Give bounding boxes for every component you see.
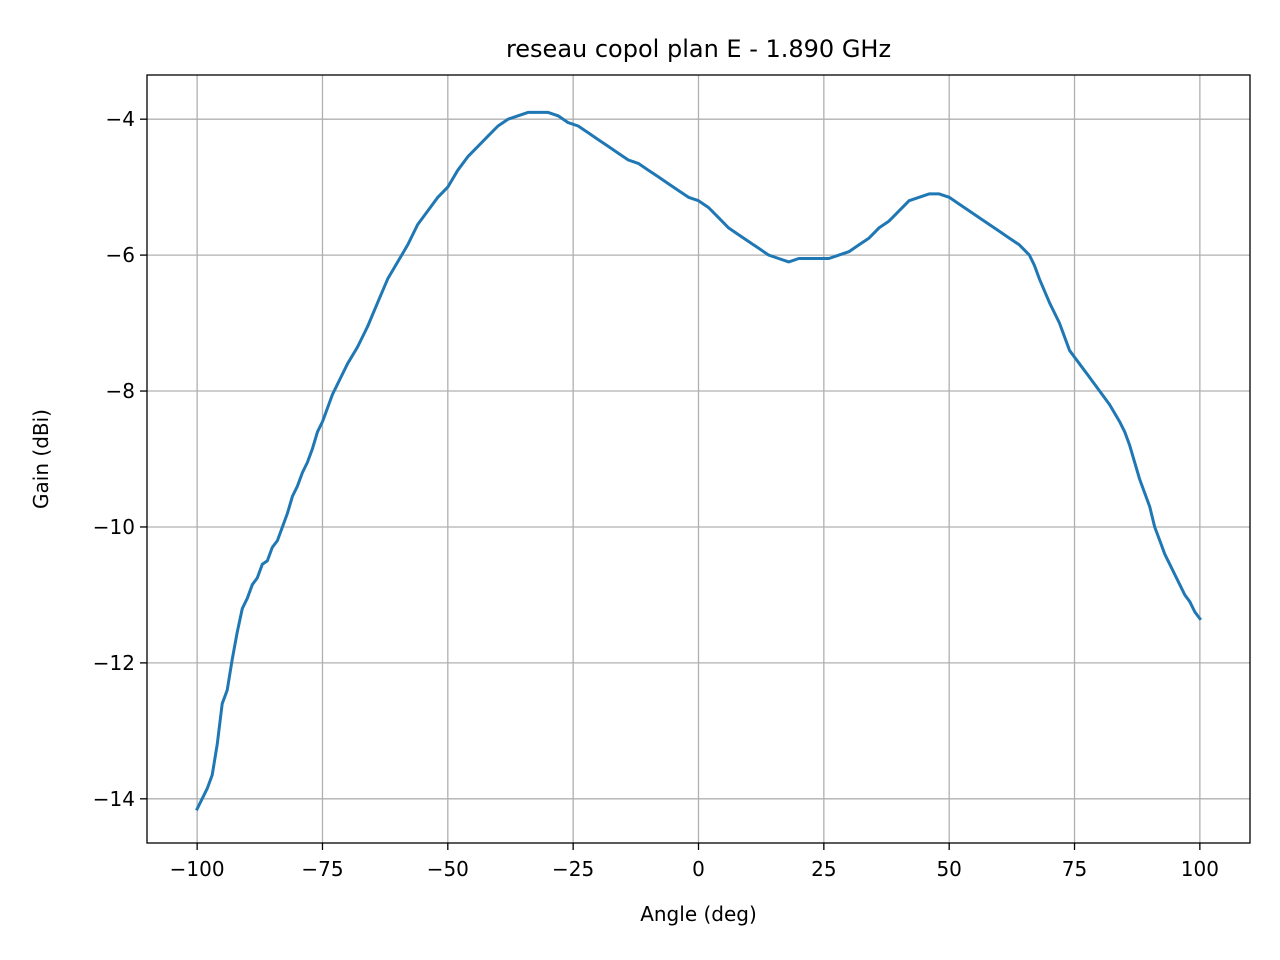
y-tick-label: −12 [93, 651, 135, 675]
y-tick-label: −10 [93, 515, 135, 539]
x-tick-label: 0 [692, 857, 705, 881]
axis-ticks: −100 −75 −50 −25 0 25 50 75 100 −14 −12 −10 −8 −6 −4 [93, 107, 1219, 881]
x-tick-label: 25 [811, 857, 836, 881]
x-tick-label: −50 [427, 857, 469, 881]
x-tick-label: −25 [552, 857, 594, 881]
x-tick-label: 75 [1062, 857, 1087, 881]
y-tick-label: −14 [93, 787, 135, 811]
plot-data [195, 110, 1203, 812]
x-tick-label: −100 [170, 857, 225, 881]
x-tick-label: −75 [301, 857, 343, 881]
y-axis-label: Gain (dBi) [29, 409, 53, 509]
x-tick-label: 100 [1181, 857, 1219, 881]
y-tick-label: −4 [106, 107, 135, 131]
series-line [195, 110, 1203, 812]
y-tick-label: −6 [106, 243, 135, 267]
chart-title: reseau copol plan E - 1.890 GHz [506, 35, 891, 63]
x-tick-label: 50 [936, 857, 961, 881]
x-axis-label: Angle (deg) [640, 902, 757, 926]
y-tick-label: −8 [106, 379, 135, 403]
grid [147, 75, 1250, 843]
